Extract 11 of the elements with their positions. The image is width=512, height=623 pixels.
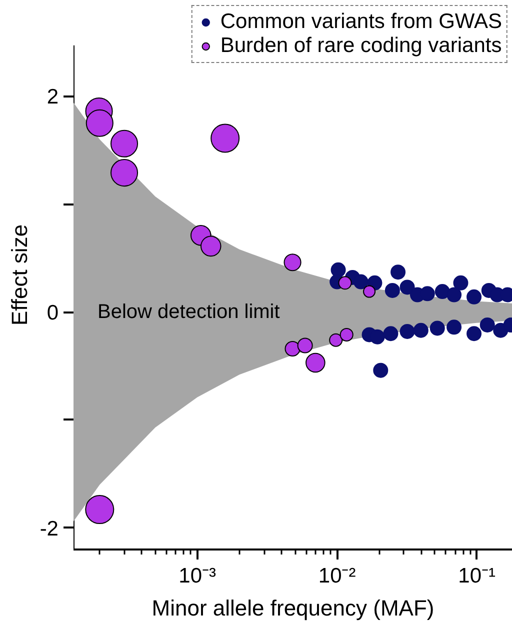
x-tick-label: 10⁻¹ — [458, 564, 496, 588]
x-axis-title: Minor allele frequency (MAF) — [152, 596, 434, 620]
y-axis-title: Effect size — [6, 224, 32, 326]
y-tick-label: 2 — [46, 86, 59, 109]
y-tick-label: -2 — [40, 517, 59, 540]
x-tick-label: 10⁻³ — [178, 564, 216, 588]
legend-label: Common variants from GWAS — [220, 10, 502, 34]
x-tick-label: 10⁻² — [318, 564, 356, 588]
legend-label: Burden of rare coding variants — [220, 34, 502, 58]
y-tick-label: 0 — [46, 302, 59, 325]
annotation: Below detection limit — [98, 301, 280, 324]
